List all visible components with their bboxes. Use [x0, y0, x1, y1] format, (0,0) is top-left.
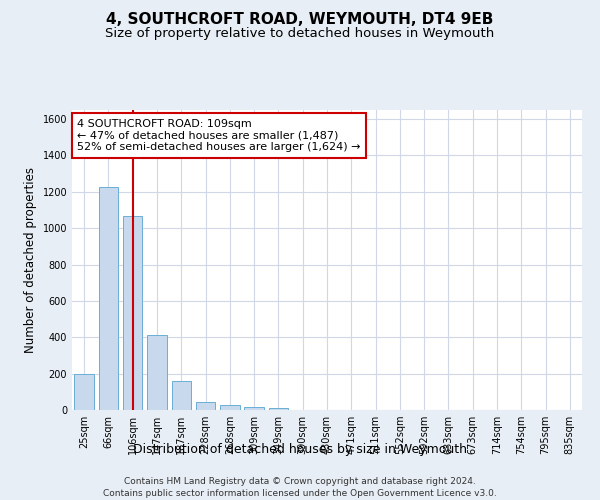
Text: 4, SOUTHCROFT ROAD, WEYMOUTH, DT4 9EB: 4, SOUTHCROFT ROAD, WEYMOUTH, DT4 9EB — [106, 12, 494, 28]
Bar — [123, 216, 142, 410]
Text: Contains public sector information licensed under the Open Government Licence v3: Contains public sector information licen… — [103, 489, 497, 498]
Bar — [99, 188, 118, 410]
Text: 4 SOUTHCROFT ROAD: 109sqm
← 47% of detached houses are smaller (1,487)
52% of se: 4 SOUTHCROFT ROAD: 109sqm ← 47% of detac… — [77, 119, 361, 152]
Bar — [269, 408, 288, 410]
Bar — [74, 374, 94, 410]
Text: Distribution of detached houses by size in Weymouth: Distribution of detached houses by size … — [133, 442, 467, 456]
Bar — [196, 402, 215, 410]
Text: Contains HM Land Registry data © Crown copyright and database right 2024.: Contains HM Land Registry data © Crown c… — [124, 478, 476, 486]
Y-axis label: Number of detached properties: Number of detached properties — [24, 167, 37, 353]
Bar — [244, 408, 264, 410]
Bar — [220, 406, 239, 410]
Text: Size of property relative to detached houses in Weymouth: Size of property relative to detached ho… — [106, 28, 494, 40]
Bar — [147, 336, 167, 410]
Bar — [172, 381, 191, 410]
